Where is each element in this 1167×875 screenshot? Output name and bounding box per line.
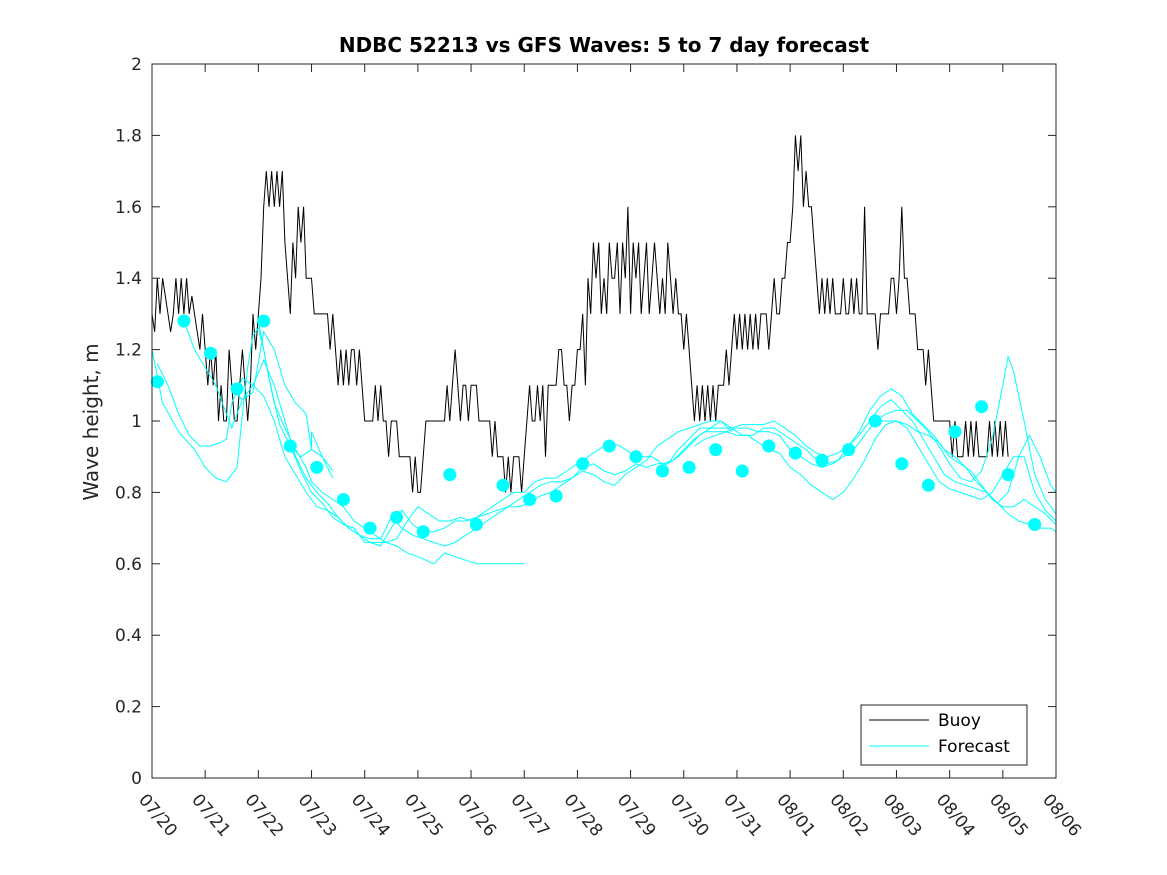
forecast-line <box>289 354 1057 543</box>
buoy-series <box>151 135 1009 493</box>
buoy-line <box>151 135 1009 493</box>
forecast-marker <box>576 457 590 471</box>
forecast-marker <box>895 457 909 471</box>
forecast-marker <box>921 478 935 492</box>
forecast-marker <box>443 468 457 482</box>
legend: Buoy Forecast <box>860 704 1028 766</box>
forecast-marker <box>469 518 483 531</box>
forecast-marker <box>496 478 510 492</box>
plot-area <box>150 135 1057 565</box>
forecast-marker <box>390 510 404 524</box>
forecast-marker <box>257 314 271 328</box>
chart-title: NDBC 52213 vs GFS Waves: 5 to 7 day fore… <box>339 33 870 57</box>
forecast-line <box>694 420 1057 522</box>
forecast-marker <box>762 439 776 453</box>
forecast-marker <box>656 464 669 478</box>
forecast-marker <box>523 493 537 506</box>
forecast-line <box>875 420 1057 525</box>
forecast-line <box>151 327 525 565</box>
y-tick-label: 1 <box>131 412 142 432</box>
forecast-line <box>657 398 1057 504</box>
y-tick-label: 2 <box>131 55 142 75</box>
forecast-marker <box>629 450 643 464</box>
forecast-marker <box>788 446 802 460</box>
y-tick-label: 0.6 <box>115 555 142 575</box>
forecast-line <box>183 320 1057 547</box>
y-tick-label: 1.8 <box>115 126 142 146</box>
forecast-marker <box>975 400 989 414</box>
forecast-markers <box>150 314 1042 539</box>
forecast-marker <box>842 443 856 457</box>
forecast-series <box>151 320 1057 565</box>
y-axis: 0 0.2 0.4 0.6 0.8 1 1.2 1.4 1.6 1.8 2 <box>115 55 1056 789</box>
forecast-line <box>156 363 732 547</box>
y-axis-label: Wave height, m <box>79 343 103 500</box>
forecast-marker <box>549 489 563 503</box>
legend-box <box>860 704 1028 766</box>
forecast-marker <box>1001 468 1015 482</box>
forecast-marker <box>709 443 723 457</box>
forecast-marker <box>735 464 749 478</box>
forecast-marker <box>204 346 217 360</box>
forecast-line <box>231 330 334 479</box>
forecast-marker <box>177 314 191 328</box>
forecast-marker <box>363 521 377 535</box>
forecast-marker <box>230 382 244 396</box>
y-tick-label: 1.2 <box>115 341 142 361</box>
legend-buoy-label: Buoy <box>938 711 981 731</box>
forecast-marker <box>283 439 297 453</box>
forecast-marker <box>150 375 164 389</box>
y-tick-label: 0.4 <box>115 626 142 646</box>
forecast-line <box>257 320 334 472</box>
y-tick-label: 1.4 <box>115 269 142 289</box>
forecast-marker <box>310 460 324 474</box>
forecast-marker <box>948 425 962 439</box>
forecast-marker <box>336 493 350 506</box>
forecast-marker <box>868 414 882 428</box>
y-tick-label: 0.2 <box>115 698 142 718</box>
forecast-marker <box>815 453 829 467</box>
forecast-marker <box>682 460 696 474</box>
forecast-marker <box>416 525 430 539</box>
forecast-marker <box>602 439 616 453</box>
y-tick-label: 0.8 <box>115 483 142 503</box>
forecast-marker <box>1028 518 1042 531</box>
legend-forecast-label: Forecast <box>938 737 1010 757</box>
y-tick-label: 1.6 <box>115 198 142 218</box>
y-tick-label: 0 <box>131 769 142 789</box>
